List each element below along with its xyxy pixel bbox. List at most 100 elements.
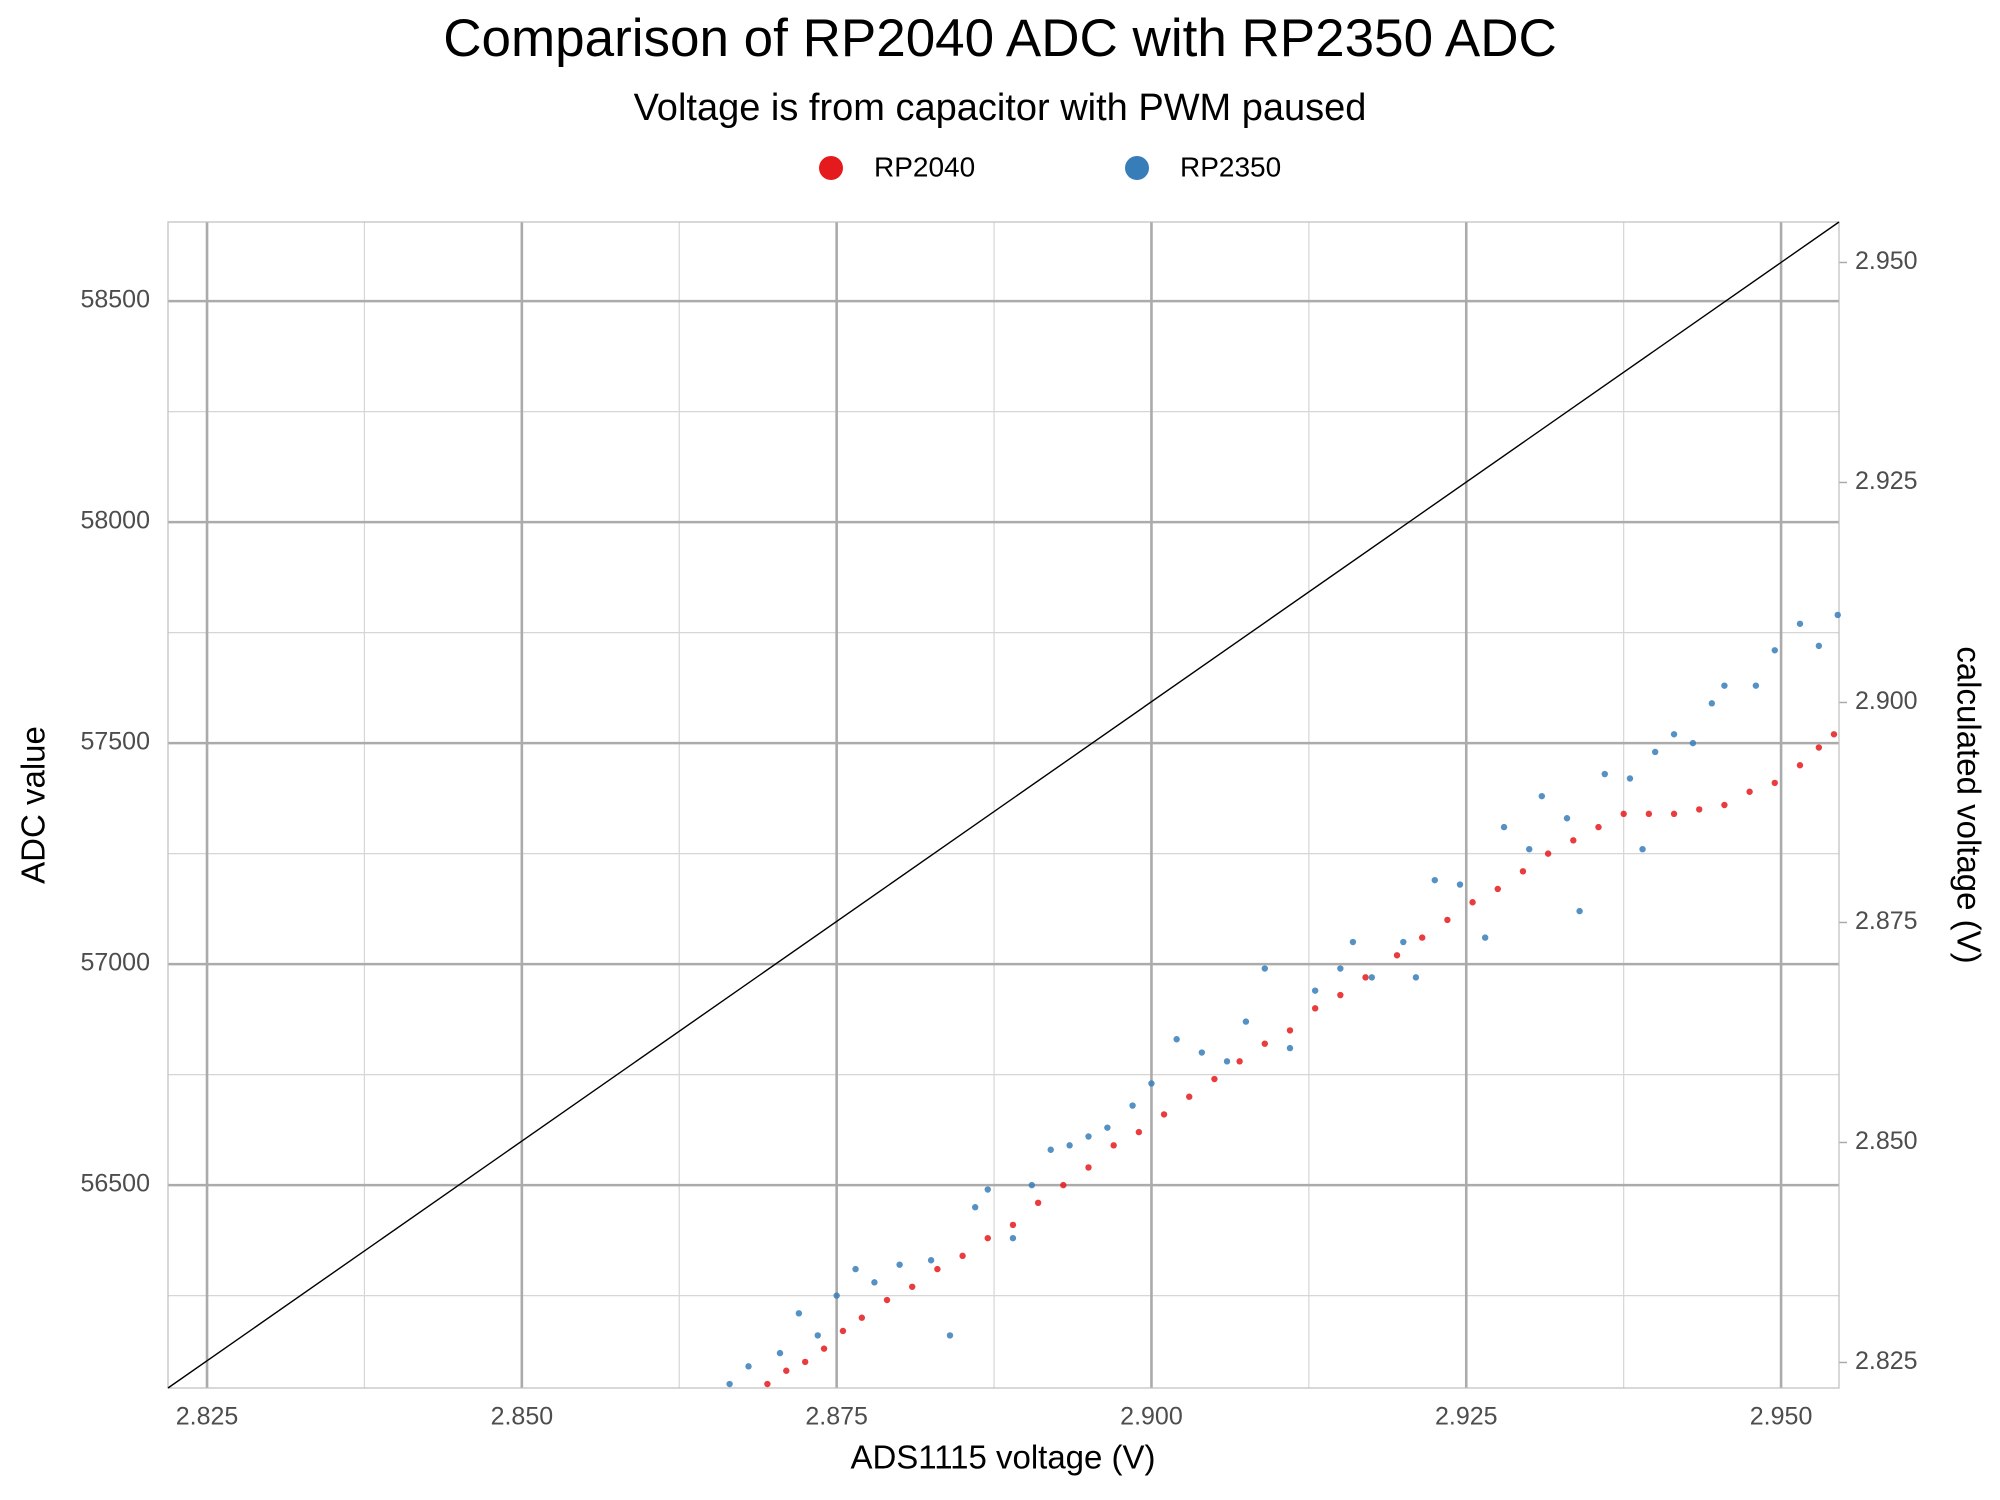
data-point bbox=[795, 1310, 803, 1317]
data-point bbox=[1494, 885, 1501, 893]
data-point bbox=[1796, 762, 1804, 769]
y-tick-label: 58500 bbox=[80, 286, 150, 314]
data-point bbox=[1431, 876, 1438, 884]
data-point bbox=[1223, 1058, 1231, 1065]
data-point bbox=[1721, 801, 1728, 809]
data-point bbox=[1815, 744, 1823, 751]
data-point bbox=[1456, 881, 1464, 888]
y2-tick-label: 2.900 bbox=[1855, 687, 1918, 715]
legend-marker bbox=[819, 156, 843, 180]
data-point bbox=[1721, 682, 1728, 689]
y2-tick-label: 2.925 bbox=[1855, 467, 1918, 495]
data-point bbox=[1595, 823, 1602, 831]
y2-tick-label: 2.825 bbox=[1855, 1347, 1918, 1375]
data-point bbox=[1148, 1080, 1155, 1087]
data-point bbox=[1104, 1124, 1111, 1131]
y2-axis-title: calculated voltage (V) bbox=[1950, 646, 1987, 963]
x-tick-label: 2.950 bbox=[1750, 1403, 1813, 1431]
reference-line bbox=[167, 221, 1840, 1389]
data-point bbox=[1337, 991, 1344, 999]
data-point bbox=[1242, 1018, 1250, 1025]
data-point bbox=[1311, 987, 1319, 994]
y-tick-label: 58000 bbox=[80, 507, 150, 535]
data-point bbox=[1670, 810, 1678, 818]
data-point bbox=[1261, 965, 1268, 972]
data-point bbox=[1538, 792, 1546, 800]
data-point bbox=[1563, 815, 1571, 822]
data-point bbox=[1135, 1128, 1143, 1136]
data-point bbox=[1085, 1133, 1092, 1140]
data-point bbox=[1286, 1027, 1294, 1034]
data-point bbox=[1645, 810, 1653, 818]
data-point bbox=[1349, 938, 1357, 946]
y2-tick-label: 2.875 bbox=[1855, 907, 1918, 935]
data-point bbox=[820, 1345, 828, 1352]
data-point bbox=[764, 1380, 771, 1388]
data-point bbox=[1601, 770, 1608, 778]
data-point bbox=[1236, 1058, 1243, 1065]
data-point bbox=[909, 1283, 916, 1290]
data-point bbox=[1481, 934, 1489, 941]
data-point bbox=[1085, 1164, 1092, 1171]
data-point bbox=[1362, 974, 1369, 981]
data-point bbox=[1311, 1005, 1319, 1012]
legend-label: RP2040 bbox=[874, 151, 975, 182]
x-tick-label: 2.925 bbox=[1435, 1403, 1498, 1431]
data-point bbox=[984, 1234, 991, 1242]
data-point bbox=[984, 1186, 991, 1193]
data-point bbox=[839, 1327, 847, 1335]
data-point bbox=[801, 1358, 809, 1366]
data-point bbox=[1412, 974, 1420, 981]
data-point bbox=[1368, 974, 1376, 981]
data-point bbox=[1815, 642, 1823, 650]
chart-subtitle: Voltage is from capacitor with PWM pause… bbox=[634, 87, 1367, 129]
data-point bbox=[726, 1380, 733, 1388]
data-point bbox=[1796, 620, 1804, 627]
legend-marker bbox=[1125, 156, 1149, 180]
data-point bbox=[776, 1349, 784, 1357]
data-point bbox=[1444, 916, 1451, 924]
data-point bbox=[1771, 779, 1778, 787]
data-point bbox=[1211, 1075, 1218, 1083]
data-point bbox=[1830, 731, 1838, 738]
y-tick-label: 57500 bbox=[80, 728, 150, 756]
data-point bbox=[1620, 810, 1627, 818]
y-tick-label: 57000 bbox=[80, 949, 150, 977]
data-point bbox=[1173, 1036, 1180, 1043]
data-point bbox=[1028, 1181, 1036, 1189]
data-point bbox=[1393, 952, 1401, 959]
data-point bbox=[858, 1314, 866, 1321]
data-point bbox=[1576, 907, 1583, 915]
data-point bbox=[1066, 1142, 1073, 1149]
data-point bbox=[871, 1279, 878, 1286]
data-point bbox=[934, 1265, 941, 1273]
y-tick-label: 56500 bbox=[80, 1170, 150, 1198]
data-point bbox=[1110, 1142, 1117, 1149]
x-tick-label: 2.825 bbox=[176, 1403, 239, 1431]
y2-tick-label: 2.950 bbox=[1855, 247, 1918, 275]
data-point bbox=[1129, 1102, 1136, 1109]
data-point bbox=[1570, 837, 1577, 844]
x-tick-label: 2.850 bbox=[491, 1403, 554, 1431]
data-point bbox=[883, 1296, 891, 1304]
data-point bbox=[1526, 846, 1533, 853]
data-point bbox=[927, 1257, 935, 1264]
x-axis-title: ADS1115 voltage (V) bbox=[850, 1439, 1155, 1476]
data-point bbox=[814, 1332, 821, 1339]
data-point bbox=[1626, 775, 1634, 782]
data-point bbox=[1418, 934, 1426, 941]
data-point bbox=[1771, 647, 1778, 654]
data-point bbox=[1198, 1049, 1206, 1056]
data-point bbox=[1752, 682, 1760, 689]
data-point bbox=[1009, 1221, 1017, 1229]
x-tick-label: 2.875 bbox=[805, 1403, 868, 1431]
data-point bbox=[1047, 1146, 1054, 1153]
data-point bbox=[1651, 748, 1659, 756]
data-point bbox=[852, 1265, 859, 1273]
data-point bbox=[1708, 700, 1716, 707]
data-point bbox=[1544, 850, 1552, 857]
data-point bbox=[783, 1367, 790, 1374]
data-point bbox=[1519, 868, 1527, 875]
data-point bbox=[946, 1332, 954, 1339]
